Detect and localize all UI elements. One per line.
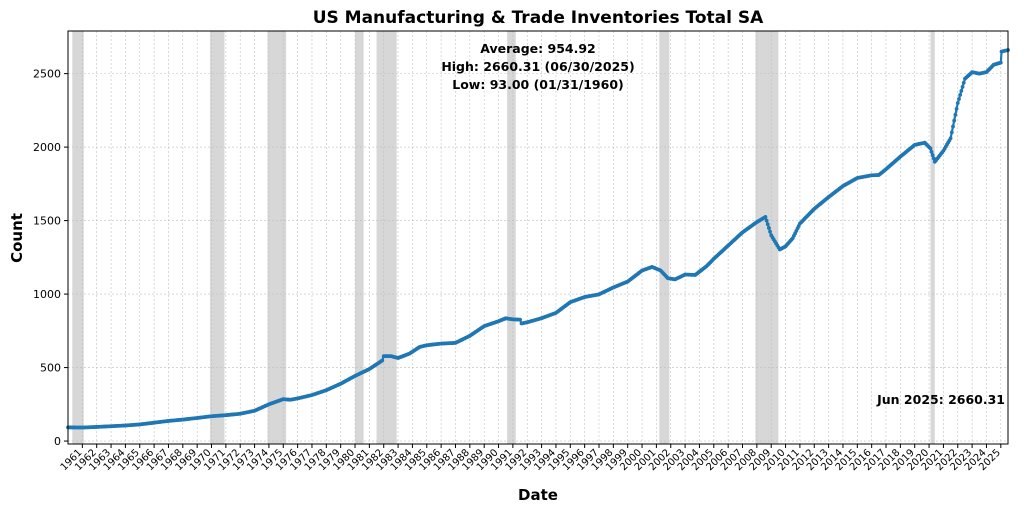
y-tick-label: 0: [54, 435, 61, 448]
y-axis-label: Count: [8, 213, 26, 263]
y-axis-ticks: 0 500 1000 1500 2000 2500: [33, 68, 68, 448]
data-point: [960, 84, 965, 89]
recession-band: [930, 31, 935, 444]
last-value-label: Jun 2025: 2660.31: [876, 392, 1005, 407]
data-point: [959, 88, 964, 93]
data-point: [380, 358, 385, 363]
data-point: [961, 80, 966, 85]
recession-bands: [72, 31, 935, 444]
chart-title: US Manufacturing & Trade Inventories Tot…: [313, 8, 764, 28]
data-point: [949, 130, 954, 135]
x-axis-ticks: 1961196219631964196519661967196819691970…: [59, 444, 1003, 473]
recession-band: [507, 31, 516, 444]
data-point: [764, 218, 769, 223]
recession-band: [755, 31, 779, 444]
y-tick-label: 2000: [33, 141, 61, 154]
data-point: [948, 136, 953, 141]
data-point: [952, 118, 957, 123]
data-point: [951, 124, 955, 129]
data-point: [955, 101, 960, 105]
x-axis-label: Date: [518, 486, 558, 504]
recession-band: [267, 31, 287, 444]
data-point: [929, 149, 934, 154]
stat-average: Average: 954.92: [480, 41, 595, 56]
data-point: [958, 93, 963, 97]
stat-high: High: 2660.31 (06/30/2025): [441, 59, 634, 74]
y-tick-label: 1500: [33, 215, 61, 228]
stat-low: Low: 93.00 (01/31/1960): [452, 77, 623, 92]
data-point: [767, 226, 771, 230]
recession-band: [72, 31, 84, 444]
data-point: [957, 97, 961, 101]
recession-band: [355, 31, 364, 444]
grid-layer: [68, 31, 1008, 444]
series-layer: [66, 48, 1010, 430]
data-point: [954, 106, 959, 111]
data-point: [998, 60, 1003, 65]
data-point: [953, 112, 958, 117]
data-point: [928, 146, 933, 151]
recession-band: [376, 31, 397, 444]
data-point: [518, 317, 522, 322]
y-tick-label: 2500: [33, 68, 61, 81]
plot-frame: [67, 30, 1009, 445]
recession-band: [659, 31, 670, 444]
y-tick-label: 1000: [33, 288, 61, 301]
recession-band: [210, 31, 225, 444]
y-tick-label: 500: [40, 362, 61, 375]
data-point: [763, 215, 768, 219]
data-point: [768, 229, 772, 234]
series-line: [67, 48, 1009, 429]
data-point: [930, 153, 935, 158]
data-point: [765, 222, 770, 227]
